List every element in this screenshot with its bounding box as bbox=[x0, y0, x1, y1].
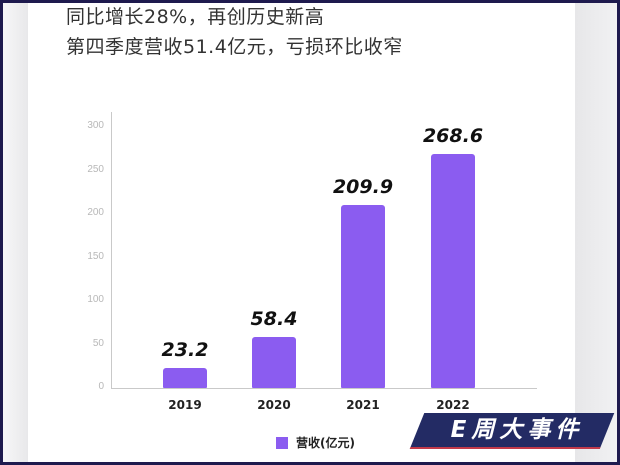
legend-label: 营收(亿元) bbox=[296, 436, 355, 450]
legend-swatch bbox=[276, 436, 288, 449]
x-axis bbox=[111, 388, 537, 389]
bar-2020 bbox=[252, 337, 296, 388]
y-tick-label: 200 bbox=[87, 207, 104, 218]
y-axis bbox=[111, 112, 112, 389]
y-tick-label: 100 bbox=[87, 294, 104, 305]
chart-panel bbox=[28, 3, 575, 462]
right-margin bbox=[572, 3, 617, 462]
x-tick-label: 2019 bbox=[168, 398, 202, 412]
bar-value-label: 58.4 bbox=[250, 308, 298, 331]
bar-2022 bbox=[431, 154, 475, 388]
bar-2021 bbox=[341, 205, 385, 388]
watermark-logo-text: E周大事件 bbox=[450, 417, 584, 443]
headline-line-1: 同比增长28%，再创历史新高 bbox=[66, 6, 325, 28]
image-frame bbox=[3, 3, 617, 462]
x-tick-label: 2020 bbox=[257, 398, 291, 412]
y-tick-label: 50 bbox=[92, 337, 104, 349]
x-tick-label: 2022 bbox=[436, 398, 470, 412]
y-tick-label: 300 bbox=[87, 120, 104, 131]
bar-value-label: 23.2 bbox=[161, 338, 209, 361]
bar-value-label: 268.6 bbox=[422, 125, 484, 148]
legend: 营收(亿元) bbox=[276, 434, 355, 451]
bar-2019 bbox=[163, 367, 207, 388]
x-tick-label: 2021 bbox=[346, 398, 380, 412]
headline-line-2: 第四季度营收51.4亿元，亏损环比收窄 bbox=[66, 36, 403, 58]
y-tick-label: 250 bbox=[87, 163, 104, 175]
y-tick-label: 0 bbox=[98, 381, 104, 392]
left-margin bbox=[3, 3, 28, 462]
bar-value-label: 209.9 bbox=[332, 176, 394, 199]
y-tick-label: 150 bbox=[87, 250, 104, 262]
